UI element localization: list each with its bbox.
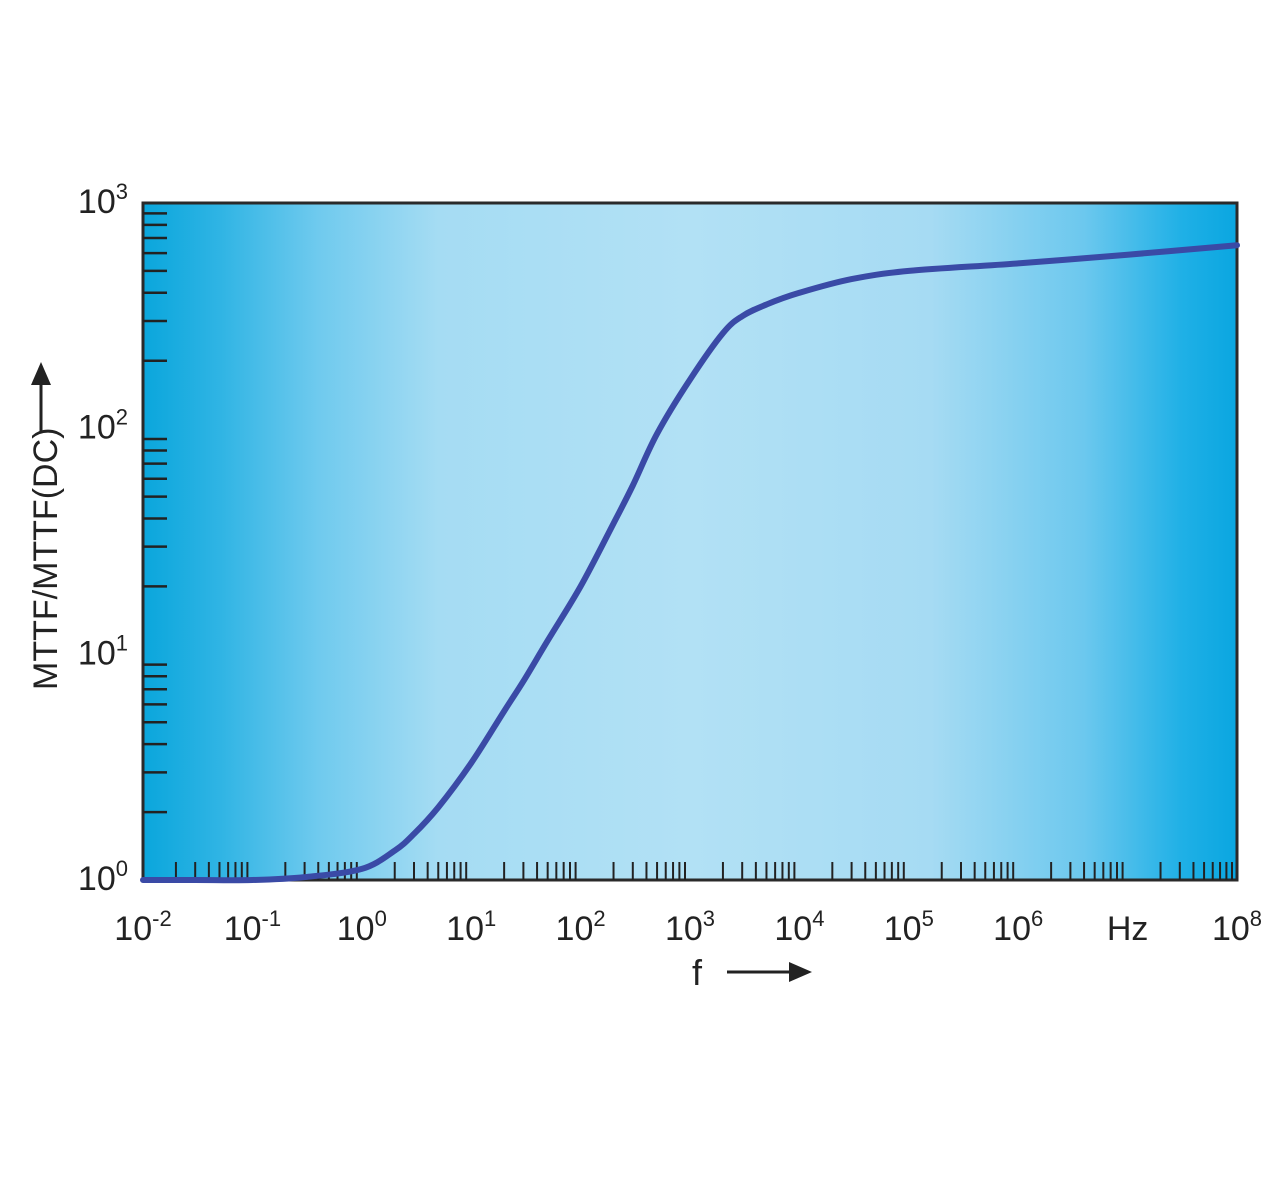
x-tick-label: 10-2 xyxy=(114,906,171,948)
y-tick-label: 102 xyxy=(78,405,128,447)
y-tick-label: 101 xyxy=(78,630,128,672)
x-tick-label: 108 xyxy=(1212,906,1262,948)
y-minor-ticks xyxy=(143,212,167,814)
y-tick-label: 103 xyxy=(78,179,128,221)
x-axis-arrow xyxy=(727,962,812,982)
x-tick-label: 100 xyxy=(337,906,387,948)
x-tick-label: 106 xyxy=(993,906,1043,948)
x-tick-label: 101 xyxy=(446,906,496,948)
x-tick-label: 103 xyxy=(665,906,715,948)
y-axis-title: MTTF/MTTF(DC) xyxy=(27,428,65,690)
x-tick-labels: 10-2 10-1 100 101 102 103 104 105 106 Hz 108 xyxy=(114,906,1262,948)
y-axis-arrow xyxy=(31,362,51,432)
plot-area xyxy=(141,201,1239,882)
x-tick-label: 104 xyxy=(774,906,824,948)
y-tick-labels: 100 101 102 103 xyxy=(78,179,128,898)
x-axis-title: f xyxy=(692,952,703,993)
y-tick-label: 100 xyxy=(78,856,128,898)
series-line xyxy=(140,242,1240,884)
x-tick-label: Hz xyxy=(1107,910,1149,948)
x-tick-label: 105 xyxy=(884,906,934,948)
x-minor-ticks xyxy=(174,862,1233,880)
x-tick-label: 102 xyxy=(556,906,606,948)
x-tick-label: 10-1 xyxy=(224,906,281,948)
